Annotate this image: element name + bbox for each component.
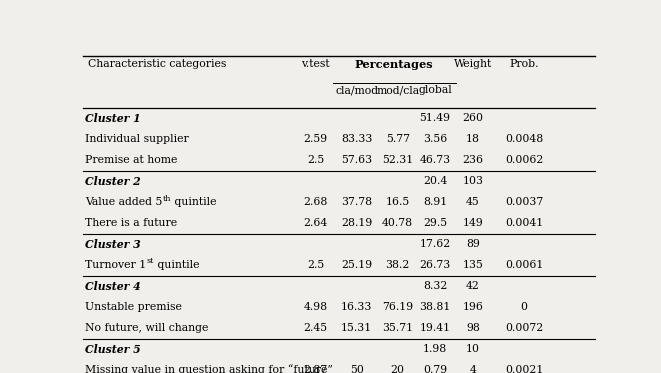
Text: Weight: Weight: [454, 59, 492, 69]
Text: 0.0062: 0.0062: [505, 156, 543, 165]
Text: 4.98: 4.98: [303, 302, 328, 312]
Text: 20: 20: [391, 365, 405, 373]
Text: th: th: [163, 195, 171, 203]
Text: 46.73: 46.73: [420, 156, 451, 165]
Text: 0.0048: 0.0048: [505, 134, 543, 144]
Text: 2.59: 2.59: [303, 134, 328, 144]
Text: 16.5: 16.5: [385, 197, 410, 207]
Text: 19.41: 19.41: [420, 323, 451, 333]
Text: cla/mod: cla/mod: [335, 85, 378, 95]
Text: th: th: [163, 195, 171, 203]
Text: There is a future: There is a future: [85, 218, 177, 228]
Text: 1.98: 1.98: [423, 344, 447, 354]
Text: 0.0037: 0.0037: [505, 197, 543, 207]
Text: Premise at home: Premise at home: [85, 156, 178, 165]
Text: 4: 4: [469, 365, 477, 373]
Text: v.test: v.test: [301, 59, 330, 69]
Text: 3.56: 3.56: [423, 134, 447, 144]
Text: Turnover 1: Turnover 1: [85, 260, 147, 270]
Text: 0.0021: 0.0021: [505, 365, 543, 373]
Text: 15.31: 15.31: [341, 323, 372, 333]
Text: 8.91: 8.91: [423, 197, 447, 207]
Text: 2.5: 2.5: [307, 260, 325, 270]
Text: Characteristic categories: Characteristic categories: [88, 59, 226, 69]
Text: 38.81: 38.81: [419, 302, 451, 312]
Text: 35.71: 35.71: [382, 323, 413, 333]
Text: Missing value in question asking for “future”: Missing value in question asking for “fu…: [85, 365, 333, 373]
Text: 38.2: 38.2: [385, 260, 410, 270]
Text: 45: 45: [466, 197, 480, 207]
Text: quintile: quintile: [171, 197, 217, 207]
Text: 2.45: 2.45: [303, 323, 328, 333]
Text: 236: 236: [463, 156, 483, 165]
Text: quintile: quintile: [154, 260, 200, 270]
Text: Value added 5: Value added 5: [85, 197, 163, 207]
Text: 2.68: 2.68: [303, 197, 328, 207]
Text: 0.0041: 0.0041: [505, 218, 543, 228]
Text: Percentages: Percentages: [355, 59, 434, 70]
Text: 18: 18: [466, 134, 480, 144]
Text: Cluster 4: Cluster 4: [85, 280, 141, 292]
Text: 0: 0: [521, 302, 527, 312]
Text: 83.33: 83.33: [341, 134, 372, 144]
Text: mod/cla: mod/cla: [376, 85, 419, 95]
Text: 20.4: 20.4: [423, 176, 447, 186]
Text: Unstable premise: Unstable premise: [85, 302, 182, 312]
Text: global: global: [418, 85, 452, 95]
Text: 52.31: 52.31: [382, 156, 413, 165]
Text: 8.32: 8.32: [423, 281, 447, 291]
Text: Individual supplier: Individual supplier: [85, 134, 189, 144]
Text: 2.5: 2.5: [307, 156, 325, 165]
Text: 29.5: 29.5: [423, 218, 447, 228]
Text: No future, will change: No future, will change: [85, 323, 209, 333]
Text: 42: 42: [466, 281, 480, 291]
Text: 2.64: 2.64: [303, 218, 328, 228]
Text: Cluster 3: Cluster 3: [85, 239, 141, 250]
Text: 135: 135: [463, 260, 483, 270]
Text: 5.77: 5.77: [385, 134, 410, 144]
Text: Cluster 1: Cluster 1: [85, 113, 141, 124]
Text: 50: 50: [350, 365, 364, 373]
Text: 16.33: 16.33: [341, 302, 372, 312]
Text: 196: 196: [463, 302, 483, 312]
Text: 25.19: 25.19: [341, 260, 372, 270]
Text: st: st: [147, 257, 154, 266]
Text: 40.78: 40.78: [382, 218, 413, 228]
Text: 260: 260: [463, 113, 483, 123]
Text: 26.73: 26.73: [420, 260, 451, 270]
Text: 149: 149: [463, 218, 483, 228]
Text: Prob.: Prob.: [510, 59, 539, 69]
Text: 2.87: 2.87: [303, 365, 328, 373]
Text: 103: 103: [463, 176, 483, 186]
Text: 10: 10: [466, 344, 480, 354]
Text: st: st: [147, 257, 154, 266]
Text: 0.0061: 0.0061: [505, 260, 543, 270]
Text: Cluster 5: Cluster 5: [85, 344, 141, 355]
Text: 0.79: 0.79: [423, 365, 447, 373]
Text: 98: 98: [466, 323, 480, 333]
Text: 89: 89: [466, 239, 480, 249]
Text: 0.0072: 0.0072: [505, 323, 543, 333]
Text: 17.62: 17.62: [420, 239, 451, 249]
Text: Cluster 2: Cluster 2: [85, 176, 141, 187]
Text: 37.78: 37.78: [341, 197, 372, 207]
Text: 76.19: 76.19: [382, 302, 413, 312]
Text: 28.19: 28.19: [341, 218, 372, 228]
Text: 51.49: 51.49: [420, 113, 451, 123]
Text: 57.63: 57.63: [341, 156, 372, 165]
